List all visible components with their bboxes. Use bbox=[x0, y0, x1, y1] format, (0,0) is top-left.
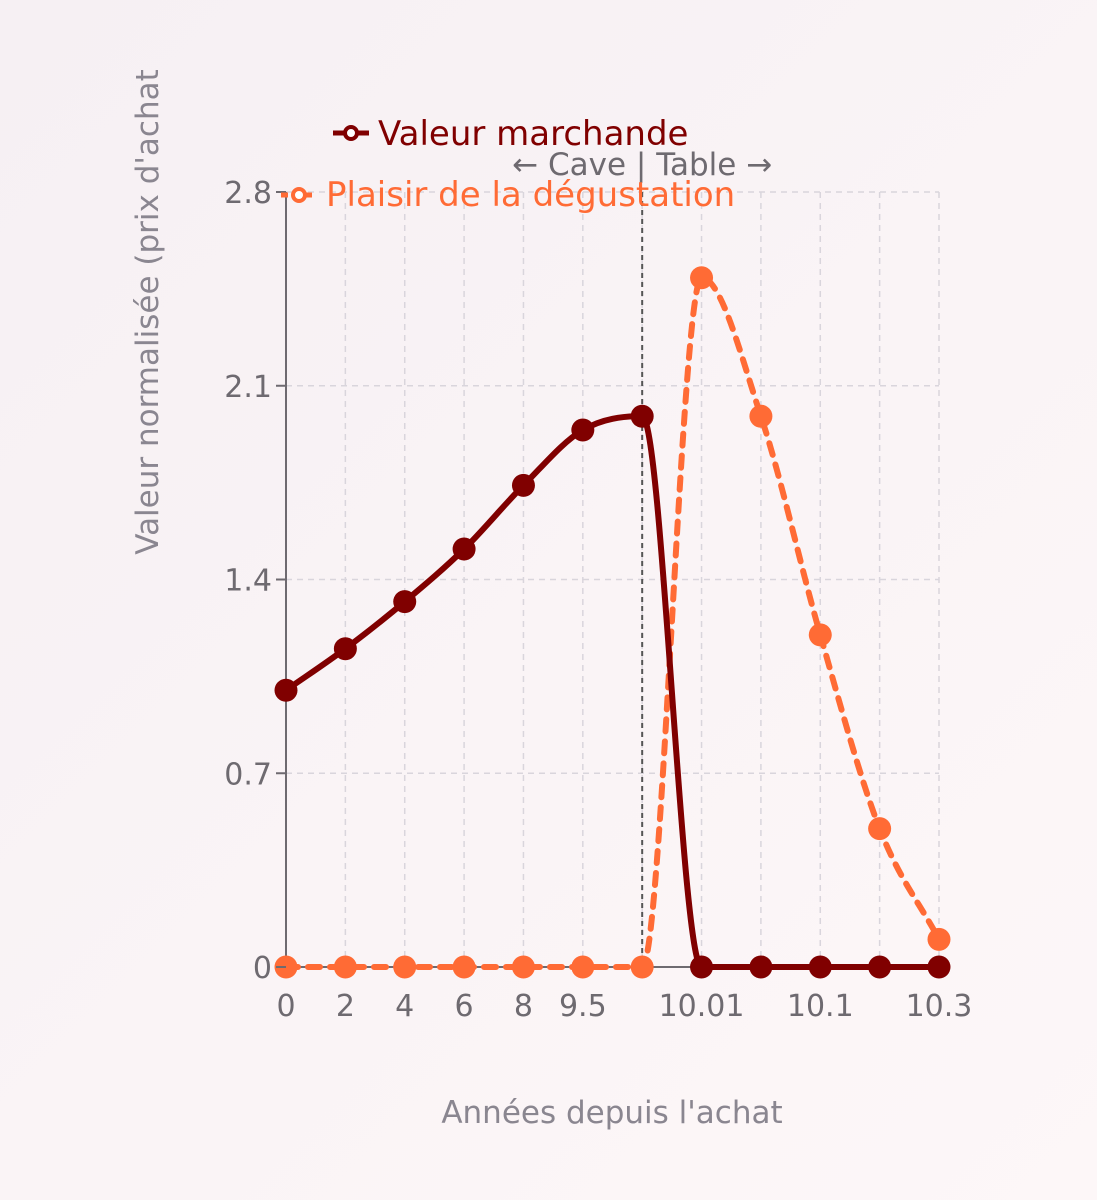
y-tick-label: 0.7 bbox=[224, 757, 272, 792]
data-point[interactable] bbox=[571, 418, 595, 442]
legend-label-pleasure: Plaisir de la dégustation bbox=[326, 175, 735, 215]
data-point[interactable] bbox=[274, 678, 298, 702]
data-point[interactable] bbox=[808, 955, 832, 979]
data-point[interactable] bbox=[808, 623, 832, 647]
x-tick-label: 6 bbox=[455, 989, 474, 1024]
data-point[interactable] bbox=[333, 955, 357, 979]
tick-labels: 0 0.7 1.4 2.1 2.8 0 2 4 6 8 9.5 10.01 10.1 10.3 bbox=[224, 176, 972, 1024]
data-point[interactable] bbox=[690, 955, 714, 979]
data-point[interactable] bbox=[749, 955, 773, 979]
grid bbox=[285, 191, 940, 968]
series-pleasure bbox=[274, 266, 951, 979]
data-point[interactable] bbox=[868, 817, 892, 841]
legend-item-market[interactable]: Valeur marchande bbox=[333, 114, 688, 154]
y-tick-label: 0 bbox=[253, 951, 272, 986]
y-tick-label: 2.1 bbox=[224, 370, 272, 405]
data-point[interactable] bbox=[393, 955, 417, 979]
legend-label-market: Valeur marchande bbox=[378, 114, 688, 154]
x-tick-label: 9.5 bbox=[559, 989, 607, 1024]
series-layer bbox=[274, 266, 951, 979]
data-point[interactable] bbox=[511, 473, 535, 497]
data-point[interactable] bbox=[452, 955, 476, 979]
data-point[interactable] bbox=[630, 955, 654, 979]
legend[interactable]: Valeur marchande Plaisir de la dégustati… bbox=[281, 114, 735, 215]
x-tick-label: 2 bbox=[336, 989, 355, 1024]
series-line bbox=[283, 413, 942, 970]
data-point[interactable] bbox=[927, 927, 951, 951]
data-point[interactable] bbox=[749, 404, 773, 428]
data-point[interactable] bbox=[630, 404, 654, 428]
data-point[interactable] bbox=[333, 637, 357, 661]
x-tick-label: 10.01 bbox=[659, 989, 745, 1024]
x-tick-label: 10.3 bbox=[906, 989, 973, 1024]
data-point[interactable] bbox=[927, 955, 951, 979]
annotation: ← Cave | Table → bbox=[512, 147, 772, 967]
y-axis-title: Valeur normalisée (prix d'achat bbox=[130, 69, 166, 554]
x-tick-label: 10.1 bbox=[787, 989, 854, 1024]
data-point[interactable] bbox=[571, 955, 595, 979]
data-point[interactable] bbox=[511, 955, 535, 979]
data-point[interactable] bbox=[868, 955, 892, 979]
data-point[interactable] bbox=[690, 266, 714, 290]
x-axis-title: Années depuis l'achat bbox=[441, 1095, 782, 1131]
x-tick-label: 0 bbox=[276, 989, 295, 1024]
boundary-annotation: ← Cave | Table → bbox=[512, 147, 772, 183]
data-point[interactable] bbox=[452, 537, 476, 561]
series-market bbox=[274, 404, 951, 979]
x-tick-label: 8 bbox=[514, 989, 533, 1024]
series-line bbox=[283, 274, 942, 970]
data-point[interactable] bbox=[393, 590, 417, 614]
x-tick-label: 4 bbox=[395, 989, 414, 1024]
y-tick-label: 1.4 bbox=[224, 564, 272, 599]
y-tick-label: 2.8 bbox=[224, 176, 272, 211]
legend-item-pleasure[interactable]: Plaisir de la dégustation bbox=[281, 175, 735, 215]
